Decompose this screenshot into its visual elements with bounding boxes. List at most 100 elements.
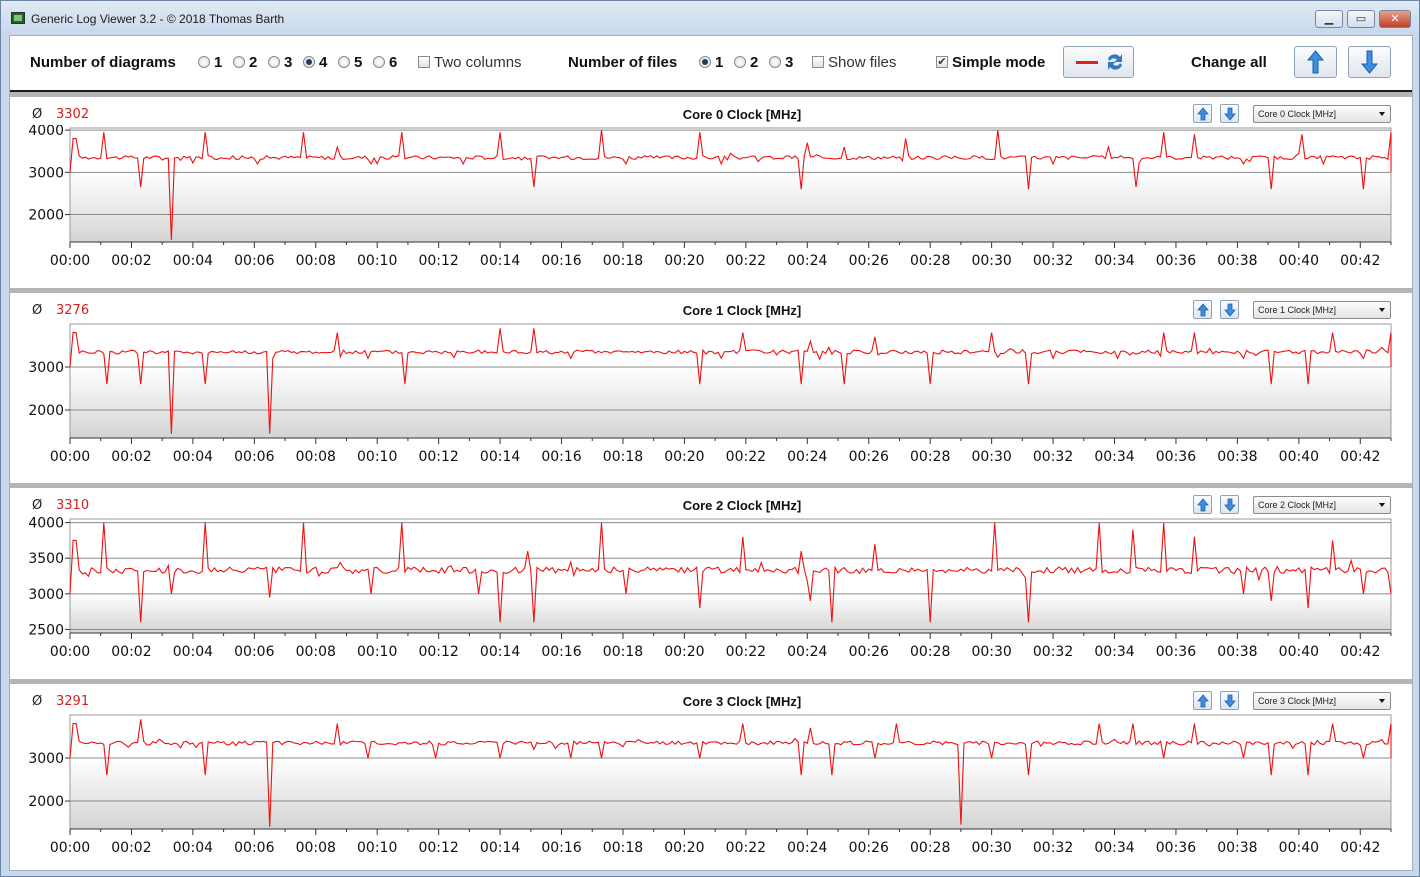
files-radio-2[interactable] bbox=[734, 56, 746, 68]
x-tick-label: 00:14 bbox=[480, 840, 520, 856]
line-chart: 2500 3000 3500 4000 00:00 00:02 00:04 00:06 00:0… bbox=[28, 516, 1392, 660]
arrow-up-icon bbox=[1197, 107, 1209, 121]
series-select[interactable]: Core 0 Clock [MHz] bbox=[1253, 105, 1391, 123]
x-tick-label: 00:24 bbox=[787, 253, 827, 269]
x-tick-label: 00:36 bbox=[1156, 449, 1196, 465]
x-tick-label: 00:20 bbox=[664, 644, 704, 660]
arrow-down-icon bbox=[1224, 303, 1236, 317]
diagrams-radio-label-2[interactable]: 2 bbox=[249, 54, 258, 71]
diagram-move-down-button[interactable] bbox=[1220, 300, 1239, 319]
move-all-up-button[interactable] bbox=[1294, 46, 1337, 78]
x-tick-label: 00:00 bbox=[50, 253, 90, 269]
x-tick-label: 00:22 bbox=[726, 644, 766, 660]
x-tick-label: 00:16 bbox=[541, 253, 581, 269]
diagram-move-up-button[interactable] bbox=[1193, 300, 1212, 319]
x-tick-label: 00:30 bbox=[971, 840, 1011, 856]
move-all-down-button[interactable] bbox=[1348, 46, 1391, 78]
x-tick-label: 00:06 bbox=[234, 840, 274, 856]
diagram-move-down-button[interactable] bbox=[1220, 495, 1239, 514]
x-tick-label: 00:36 bbox=[1156, 840, 1196, 856]
diagrams-radio-3[interactable] bbox=[268, 56, 280, 68]
two-columns-checkbox[interactable] bbox=[418, 56, 430, 68]
diagram-move-up-button[interactable] bbox=[1193, 691, 1212, 710]
x-tick-label: 00:06 bbox=[234, 644, 274, 660]
average-symbol: Ø bbox=[32, 107, 43, 122]
x-tick-label: 00:16 bbox=[541, 449, 581, 465]
chevron-down-icon bbox=[1379, 503, 1385, 507]
minimize-button[interactable]: ▁ bbox=[1315, 10, 1343, 28]
files-radio-label-2[interactable]: 2 bbox=[750, 54, 759, 71]
simple-mode-checkbox[interactable]: ✔ bbox=[936, 56, 948, 68]
diagram-move-down-button[interactable] bbox=[1220, 104, 1239, 123]
x-tick-label: 00:04 bbox=[173, 840, 213, 856]
x-tick-label: 00:10 bbox=[357, 644, 397, 660]
x-tick-label: 00:28 bbox=[910, 840, 950, 856]
series-select[interactable]: Core 2 Clock [MHz] bbox=[1253, 496, 1391, 514]
chevron-down-icon bbox=[1379, 308, 1385, 312]
main-area: Number of diagrams 1 2 3 4 5 6 Two columns Nu… bbox=[9, 35, 1413, 871]
diagrams-radio-6[interactable] bbox=[373, 56, 385, 68]
diagrams-radio-label-6[interactable]: 6 bbox=[389, 54, 398, 71]
files-radio-label-1[interactable]: 1 bbox=[715, 54, 724, 71]
x-tick-label: 00:02 bbox=[111, 253, 151, 269]
series-select-value: Core 3 Clock [MHz] bbox=[1258, 696, 1337, 706]
diagram-move-up-button[interactable] bbox=[1193, 495, 1212, 514]
x-tick-label: 00:26 bbox=[849, 253, 889, 269]
y-tick-label: 3000 bbox=[28, 360, 64, 376]
y-tick-label: 3000 bbox=[28, 165, 64, 181]
series-line bbox=[69, 522, 1392, 623]
show-files-label[interactable]: Show files bbox=[828, 54, 897, 71]
diagrams-radio-1[interactable] bbox=[198, 56, 210, 68]
x-tick-label: 00:32 bbox=[1033, 840, 1073, 856]
y-tick-label: 3500 bbox=[28, 551, 64, 567]
x-tick-label: 00:40 bbox=[1279, 840, 1319, 856]
diagrams-radio-label-3[interactable]: 3 bbox=[284, 54, 293, 71]
num-diagrams-label: Number of diagrams bbox=[30, 54, 176, 71]
diagrams-radio-label-4[interactable]: 4 bbox=[319, 54, 328, 71]
x-tick-label: 00:22 bbox=[726, 253, 766, 269]
line-style-refresh-button[interactable] bbox=[1063, 46, 1134, 78]
title-bar[interactable]: Generic Log Viewer 3.2 - © 2018 Thomas B… bbox=[1, 1, 1419, 35]
x-tick-label: 00:26 bbox=[849, 840, 889, 856]
checkmark-icon: ✔ bbox=[937, 55, 947, 68]
diagrams-radio-4[interactable] bbox=[303, 56, 315, 68]
series-select[interactable]: Core 1 Clock [MHz] bbox=[1253, 301, 1391, 319]
simple-mode-label[interactable]: Simple mode bbox=[952, 54, 1046, 71]
x-tick-label: 00:10 bbox=[357, 449, 397, 465]
diagrams-radio-label-1[interactable]: 1 bbox=[214, 54, 223, 71]
diagram-move-up-button[interactable] bbox=[1193, 104, 1212, 123]
x-tick-label: 00:40 bbox=[1279, 644, 1319, 660]
diagram-panel: Ø 3291 Core 3 Clock [MHz] Core 3 Clock [MHz… bbox=[10, 679, 1412, 869]
line-chart: 2000 3000 4000 00:00 00:02 00:04 00:06 00:08 00:… bbox=[28, 125, 1392, 269]
diagrams-radio-label-5[interactable]: 5 bbox=[354, 54, 363, 71]
files-radio-label-3[interactable]: 3 bbox=[785, 54, 794, 71]
diagrams-radio-2[interactable] bbox=[233, 56, 245, 68]
arrow-down-icon bbox=[1224, 498, 1236, 512]
average-symbol: Ø bbox=[32, 498, 43, 513]
two-columns-label[interactable]: Two columns bbox=[434, 54, 522, 71]
x-tick-label: 00:14 bbox=[480, 644, 520, 660]
x-tick-label: 00:02 bbox=[111, 644, 151, 660]
x-tick-label: 00:14 bbox=[480, 449, 520, 465]
series-select[interactable]: Core 3 Clock [MHz] bbox=[1253, 692, 1391, 710]
change-all-label: Change all bbox=[1191, 54, 1267, 71]
x-tick-label: 00:26 bbox=[849, 644, 889, 660]
close-button[interactable]: ✕ bbox=[1379, 10, 1411, 28]
x-tick-label: 00:42 bbox=[1340, 840, 1380, 856]
files-radio-3[interactable] bbox=[769, 56, 781, 68]
y-tick-label: 3000 bbox=[28, 751, 64, 767]
x-tick-label: 00:10 bbox=[357, 253, 397, 269]
maximize-button[interactable]: ▭ bbox=[1347, 10, 1375, 28]
files-radio-1[interactable] bbox=[699, 56, 711, 68]
x-tick-label: 00:34 bbox=[1094, 449, 1134, 465]
y-tick-label: 2000 bbox=[28, 403, 64, 419]
arrow-up-icon bbox=[1306, 50, 1325, 74]
diagrams-radio-5[interactable] bbox=[338, 56, 350, 68]
x-tick-label: 00:40 bbox=[1279, 253, 1319, 269]
show-files-checkbox[interactable] bbox=[812, 56, 824, 68]
x-tick-label: 00:08 bbox=[296, 840, 336, 856]
y-tick-label: 2000 bbox=[28, 208, 64, 224]
x-tick-label: 00:12 bbox=[418, 840, 458, 856]
average-value: 3276 bbox=[56, 303, 90, 318]
diagram-move-down-button[interactable] bbox=[1220, 691, 1239, 710]
